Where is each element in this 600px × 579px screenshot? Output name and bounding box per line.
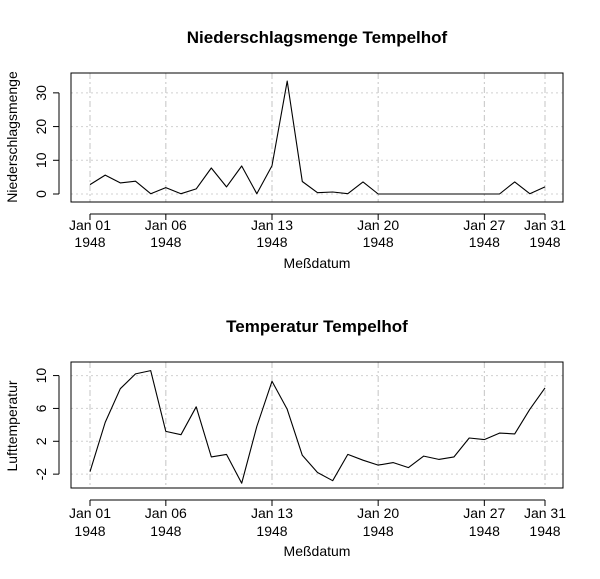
temperature-y-axis: -2 2 6 10: [33, 368, 60, 481]
temperature-x-tick-year: 1948: [529, 523, 560, 539]
temperature-y-axis-title: Lufttemperatur: [4, 380, 20, 471]
temperature-plot-frame: [70, 361, 564, 489]
temperature-x-tick-label: Jan 13: [251, 505, 293, 521]
temperature-y-tick-label: 10: [33, 368, 49, 384]
temperature-x-tick-label: Jan 20: [357, 505, 399, 521]
precipitation-x-tick-label: Jan 27: [463, 217, 505, 233]
precipitation-x-tick-year: 1948: [256, 234, 287, 250]
precipitation-x-axis-title: Meßdatum: [284, 255, 351, 271]
temperature-x-tick-label: Jan 27: [463, 505, 505, 521]
precipitation-panel: Niederschlagsmenge Tempelhof 0 10 20 30 Jan…: [4, 28, 566, 271]
temperature-y-tick-label: -2: [33, 468, 49, 481]
temperature-x-tick-year: 1948: [150, 523, 181, 539]
temperature-x-tick-label: Jan 31: [524, 505, 566, 521]
temperature-x-tick-year: 1948: [74, 523, 105, 539]
precipitation-x-tick-year: 1948: [363, 234, 394, 250]
temperature-x-tick-label: Jan 01: [69, 505, 111, 521]
temperature-x-axis-title: Meßdatum: [284, 543, 351, 559]
temperature-series-line: [89, 370, 546, 484]
temperature-x-tick-label: Jan 06: [145, 505, 187, 521]
precipitation-x-tick-label: Jan 20: [357, 217, 399, 233]
temperature-x-axis: Jan 01 1948 Jan 06 1948 Jan 13 1948 Jan 20 1948…: [69, 499, 566, 539]
precipitation-marks: [89, 80, 546, 195]
temperature-x-tick-year: 1948: [363, 523, 394, 539]
temperature-x-tick-year: 1948: [469, 523, 500, 539]
precipitation-y-axis-title: Niederschlagsmenge: [4, 71, 20, 203]
precipitation-x-tick-label: Jan 06: [145, 217, 187, 233]
temperature-grid: [71, 362, 563, 488]
precipitation-plot-frame: [70, 72, 564, 203]
temperature-y-tick-label: 6: [33, 404, 49, 412]
precipitation-y-tick-label: 20: [33, 119, 49, 135]
precipitation-x-tick-label: Jan 13: [251, 217, 293, 233]
precipitation-grid: [71, 73, 563, 202]
precipitation-x-tick-year: 1948: [150, 234, 181, 250]
precipitation-title: Niederschlagsmenge Tempelhof: [187, 28, 448, 47]
precipitation-y-tick-label: 30: [33, 85, 49, 101]
precipitation-x-tick-year: 1948: [529, 234, 560, 250]
temperature-title: Temperatur Tempelhof: [226, 317, 408, 336]
temperature-x-tick-year: 1948: [256, 523, 287, 539]
precipitation-series-line: [89, 80, 546, 195]
temperature-y-tick-label: 2: [33, 437, 49, 445]
precipitation-x-tick-year: 1948: [469, 234, 500, 250]
precipitation-x-tick-label: Jan 01: [69, 217, 111, 233]
precipitation-y-tick-label: 0: [33, 190, 49, 198]
temperature-marks: [89, 370, 546, 484]
precipitation-y-tick-label: 10: [33, 152, 49, 168]
precipitation-x-tick-year: 1948: [74, 234, 105, 250]
precipitation-y-axis: 0 10 20 30: [33, 85, 60, 198]
precipitation-x-tick-label: Jan 31: [524, 217, 566, 233]
